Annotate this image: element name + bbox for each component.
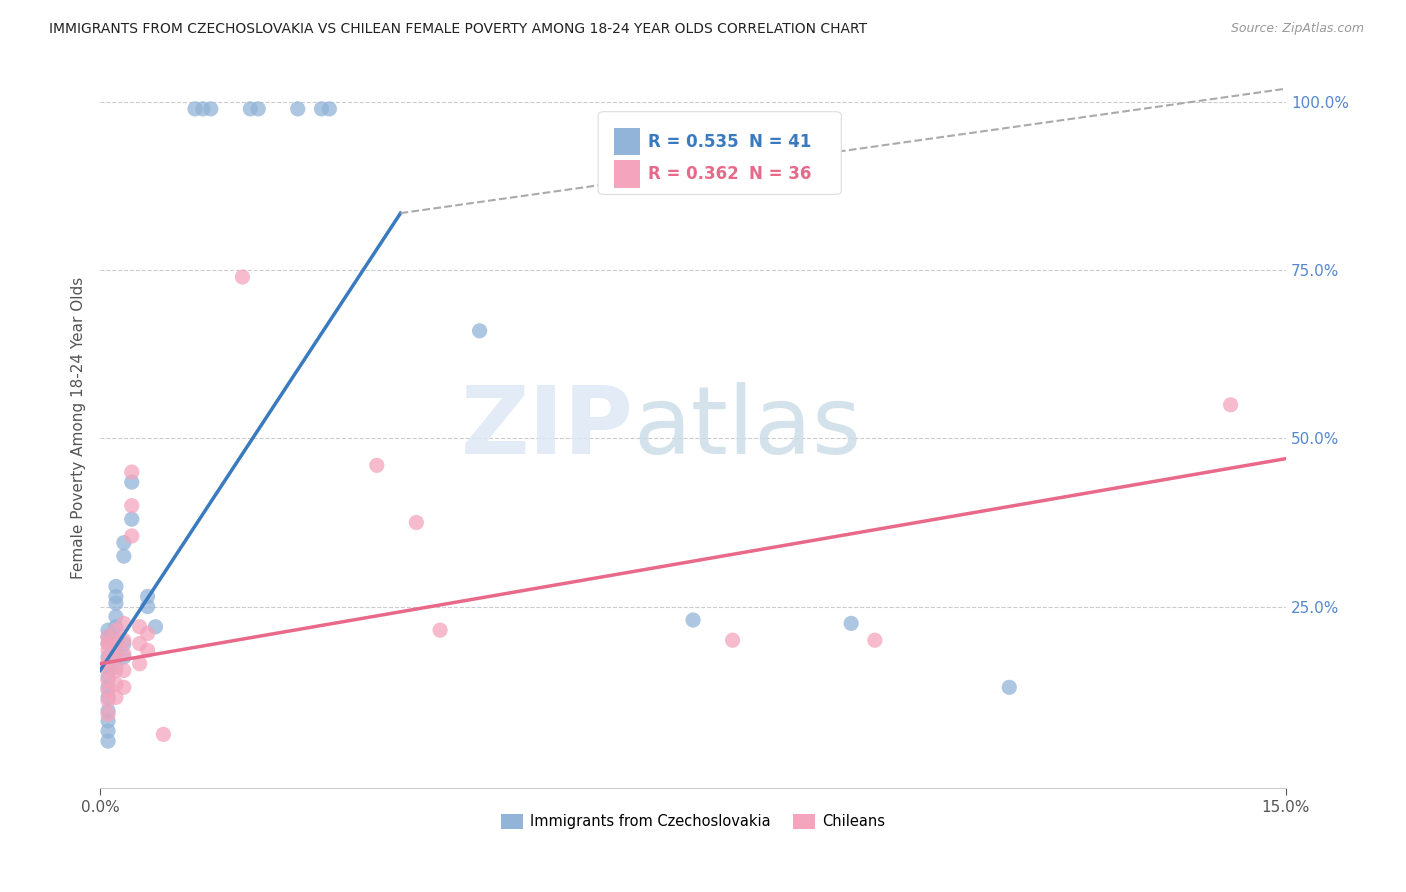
Point xyxy=(104,596,127,610)
Point xyxy=(239,102,262,116)
Point xyxy=(128,620,150,634)
Point xyxy=(104,633,127,648)
Point xyxy=(97,623,120,637)
Point xyxy=(97,704,120,718)
Point xyxy=(97,681,120,695)
Point xyxy=(97,660,120,674)
Point xyxy=(839,616,862,631)
Point xyxy=(97,653,120,667)
Point xyxy=(104,650,127,665)
Point xyxy=(121,465,143,479)
Point xyxy=(112,664,135,678)
Point xyxy=(1219,398,1241,412)
Point xyxy=(112,616,135,631)
Point xyxy=(112,636,135,650)
Point xyxy=(136,590,159,604)
Point xyxy=(97,650,120,665)
Point xyxy=(104,690,127,705)
Text: R = 0.535: R = 0.535 xyxy=(648,133,738,151)
Point xyxy=(97,673,120,688)
Point xyxy=(121,512,143,526)
Point xyxy=(97,714,120,728)
Point xyxy=(191,102,214,116)
Point xyxy=(721,633,744,648)
Point xyxy=(97,630,120,644)
Point xyxy=(104,677,127,691)
Point xyxy=(136,643,159,657)
Point xyxy=(112,647,135,661)
Point xyxy=(97,694,120,708)
Bar xyxy=(613,161,640,187)
Point xyxy=(112,650,135,665)
Point xyxy=(112,681,135,695)
Point xyxy=(200,102,222,116)
Point xyxy=(145,620,167,634)
Point xyxy=(998,681,1021,695)
FancyBboxPatch shape xyxy=(598,112,841,194)
Point xyxy=(97,683,120,698)
Text: atlas: atlas xyxy=(634,383,862,475)
Point xyxy=(287,102,309,116)
Point xyxy=(405,516,427,530)
Point xyxy=(128,657,150,671)
Point xyxy=(97,636,120,650)
Point xyxy=(311,102,333,116)
Text: Source: ZipAtlas.com: Source: ZipAtlas.com xyxy=(1230,22,1364,36)
Point xyxy=(97,707,120,722)
Point xyxy=(104,590,127,604)
Point xyxy=(231,270,253,285)
Point xyxy=(121,499,143,513)
Point xyxy=(104,623,127,637)
Point xyxy=(366,458,388,473)
Point xyxy=(97,630,120,644)
Point xyxy=(429,623,451,637)
Point xyxy=(104,660,127,674)
Point xyxy=(97,734,120,748)
Point xyxy=(128,636,150,650)
Point xyxy=(247,102,270,116)
Text: IMMIGRANTS FROM CZECHOSLOVAKIA VS CHILEAN FEMALE POVERTY AMONG 18-24 YEAR OLDS C: IMMIGRANTS FROM CZECHOSLOVAKIA VS CHILEA… xyxy=(49,22,868,37)
Point xyxy=(104,579,127,593)
Point xyxy=(97,643,120,657)
Point xyxy=(104,609,127,624)
Point xyxy=(682,613,704,627)
Point xyxy=(152,727,174,741)
Point xyxy=(121,529,143,543)
Text: N = 41: N = 41 xyxy=(749,133,811,151)
Point xyxy=(97,724,120,739)
Point xyxy=(121,475,143,490)
Point xyxy=(97,636,120,650)
Point xyxy=(97,670,120,684)
Point xyxy=(112,535,135,549)
Point xyxy=(184,102,207,116)
Y-axis label: Female Poverty Among 18-24 Year Olds: Female Poverty Among 18-24 Year Olds xyxy=(72,277,86,580)
Text: ZIP: ZIP xyxy=(461,383,634,475)
Point xyxy=(136,599,159,614)
Point xyxy=(112,633,135,648)
Bar xyxy=(613,128,640,155)
Point xyxy=(97,690,120,705)
Point xyxy=(104,620,127,634)
Point xyxy=(863,633,886,648)
Point xyxy=(112,549,135,563)
Text: N = 36: N = 36 xyxy=(749,165,811,183)
Point xyxy=(136,626,159,640)
Point xyxy=(318,102,340,116)
Legend: Immigrants from Czechoslovakia, Chileans: Immigrants from Czechoslovakia, Chileans xyxy=(495,808,891,835)
Point xyxy=(104,636,127,650)
Point xyxy=(104,647,127,661)
Point xyxy=(468,324,491,338)
Point xyxy=(104,664,127,678)
Text: R = 0.362: R = 0.362 xyxy=(648,165,738,183)
Point xyxy=(97,664,120,678)
